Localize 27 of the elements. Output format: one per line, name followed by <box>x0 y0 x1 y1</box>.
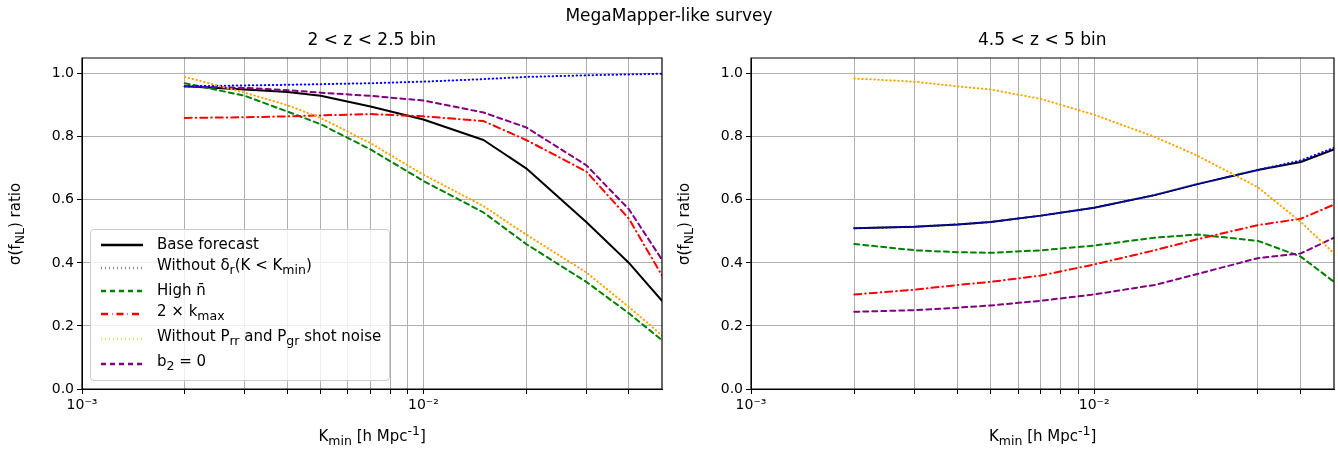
y-tick-label: 0.6 <box>51 190 75 207</box>
x-axis-title: K$_{min}$ [h Mpc$^{-1}$] <box>989 423 1097 448</box>
legend-label: b$_{2}$ = 0 <box>157 351 207 375</box>
y-tick-label: 0.0 <box>720 379 743 396</box>
y-tick-label: 1.0 <box>720 64 743 81</box>
y-tick-label: 0.4 <box>720 253 744 270</box>
text: MegaMapper-like survey <box>564 5 774 25</box>
x-tick-label: 10⁻³ <box>735 396 767 413</box>
x-axis-title: K$_{min}$ [h Mpc$^{-1}$] <box>318 423 426 448</box>
y-tick-label: 0.2 <box>51 316 74 333</box>
chart-title: 4.5 < z < 5 bin <box>978 29 1107 49</box>
x-tick-label: 10⁻³ <box>66 396 98 413</box>
y-tick-label: 0.8 <box>720 127 743 144</box>
chart-title: 2 < z < 2.5 bin <box>307 29 437 49</box>
y-tick-label: 0.0 <box>51 379 74 396</box>
y-tick-label: 1.0 <box>51 64 74 81</box>
legend-label: Without P$_{rr}$ and P$_{gr}$ shot noise <box>157 326 382 350</box>
legend-label: Without δ$_{r}$(K < K$_{min}$) <box>157 255 312 279</box>
y-tick-label: 0.4 <box>51 253 75 270</box>
legend-label: Base forecast <box>157 234 259 255</box>
y-tick-label: 0.8 <box>51 127 74 144</box>
y-tick-label: 0.6 <box>720 190 744 207</box>
x-tick-label: 10⁻² <box>407 396 439 413</box>
legend-label: High n̄ <box>157 280 206 301</box>
legend-label: 2 × k$_{max}$ <box>157 301 225 325</box>
x-tick-label: 10⁻² <box>1078 396 1110 413</box>
y-tick-label: 0.2 <box>720 316 743 333</box>
